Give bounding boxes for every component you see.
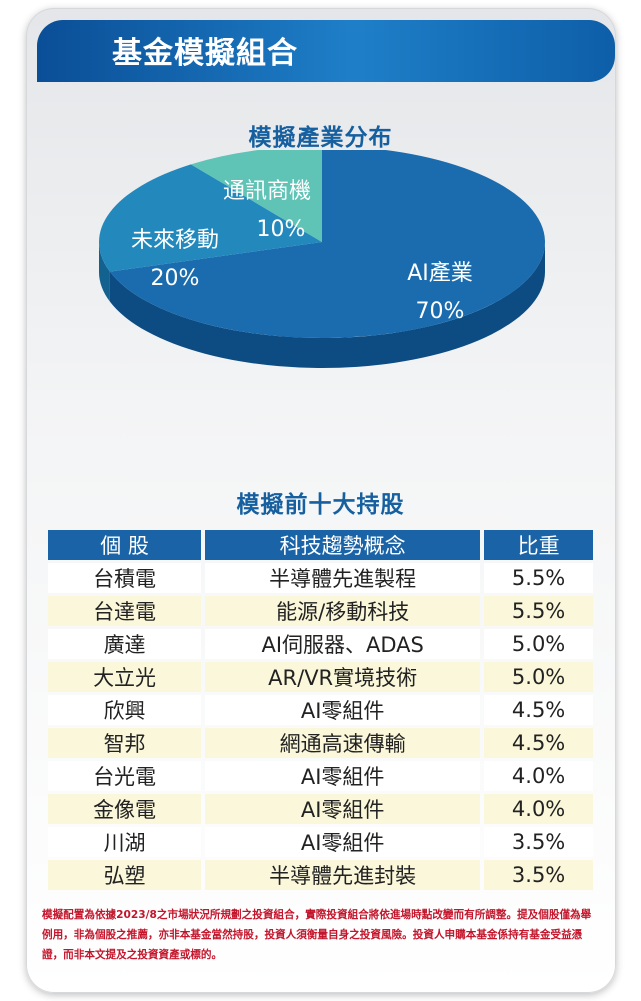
pie-slice-0 <box>109 150 545 338</box>
header-stock: 個 股 <box>48 530 202 560</box>
stock-concept: AI零組件 <box>205 794 481 824</box>
pie-slice-label: 未來移動 <box>131 228 219 253</box>
stock-name: 大立光 <box>48 662 202 692</box>
stock-concept: AI零組件 <box>205 695 481 725</box>
table-row: 欣興 AI零組件 4.5% <box>48 695 593 725</box>
stock-concept: 網通高速傳輸 <box>205 728 481 758</box>
stock-concept: AR/VR實境技術 <box>205 662 481 692</box>
stock-name: 弘塑 <box>48 860 202 890</box>
stock-weight: 4.0% <box>484 761 593 791</box>
pie-slice-1 <box>99 164 322 272</box>
stock-name: 台達電 <box>48 596 202 626</box>
stock-concept: 半導體先進封裝 <box>205 860 481 890</box>
table-row: 智邦 網通高速傳輸 4.5% <box>48 728 593 758</box>
pie-chart-title: 模擬產業分布 <box>248 125 393 151</box>
stock-weight: 5.0% <box>484 629 593 659</box>
holdings-table: 個 股 科技趨勢概念 比重 台積電 半導體先進製程 5.5% 台達電 能源/移動… <box>44 527 597 893</box>
stock-name: 台積電 <box>48 563 202 593</box>
disclaimer-text: 模擬配置為依據2023/8之市場狀況所規劃之投資組合，實際投資組合將依進場時點改… <box>42 909 592 961</box>
stock-concept: 半導體先進製程 <box>205 563 481 593</box>
stock-name: 川湖 <box>48 827 202 857</box>
table-row: 台積電 半導體先進製程 5.5% <box>48 563 593 593</box>
industry-pie-chart: AI產業 70% 未來移動 20% 通訊商機 10% <box>99 150 545 369</box>
stock-concept: AI伺服器、ADAS <box>205 629 481 659</box>
stock-weight: 4.0% <box>484 794 593 824</box>
stock-concept: AI零組件 <box>205 761 481 791</box>
table-row: 大立光 AR/VR實境技術 5.0% <box>48 662 593 692</box>
pie-side-wall <box>99 242 110 302</box>
table-row: 弘塑 半導體先進封裝 3.5% <box>48 860 593 890</box>
pie-slice-label: AI產業 <box>407 261 473 286</box>
stock-name: 廣達 <box>48 629 202 659</box>
pie-slice-2 <box>190 150 322 242</box>
page-title: 基金模擬組合 <box>112 36 298 71</box>
table-row: 廣達 AI伺服器、ADAS 5.0% <box>48 629 593 659</box>
pie-slice-label: 通訊商機 <box>223 179 311 204</box>
table-row: 川湖 AI零組件 3.5% <box>48 827 593 857</box>
stock-weight: 5.5% <box>484 563 593 593</box>
header-concept: 科技趨勢概念 <box>205 530 481 560</box>
table-row: 台達電 能源/移動科技 5.5% <box>48 596 593 626</box>
stock-weight: 3.5% <box>484 827 593 857</box>
header-weight: 比重 <box>484 530 593 560</box>
stock-weight: 3.5% <box>484 860 593 890</box>
table-row: 台光電 AI零組件 4.0% <box>48 761 593 791</box>
stock-weight: 4.5% <box>484 728 593 758</box>
stock-weight: 4.5% <box>484 695 593 725</box>
stock-name: 金像電 <box>48 794 202 824</box>
stock-concept: AI零組件 <box>205 827 481 857</box>
stock-name: 智邦 <box>48 728 202 758</box>
stock-weight: 5.0% <box>484 662 593 692</box>
stock-weight: 5.5% <box>484 596 593 626</box>
stock-name: 欣興 <box>48 695 202 725</box>
table-row: 金像電 AI零組件 4.0% <box>48 794 593 824</box>
stock-concept: 能源/移動科技 <box>205 596 481 626</box>
pie-side-wall <box>109 242 545 369</box>
pie-slice-value-label: 10% <box>257 217 306 242</box>
pie-slice-value-label: 20% <box>151 266 200 291</box>
holdings-title: 模擬前十大持股 <box>236 492 405 518</box>
title-banner <box>37 20 615 82</box>
holdings-header-row: 個 股 科技趨勢概念 比重 <box>48 530 593 560</box>
stock-name: 台光電 <box>48 761 202 791</box>
pie-slice-value-label: 70% <box>416 299 465 324</box>
